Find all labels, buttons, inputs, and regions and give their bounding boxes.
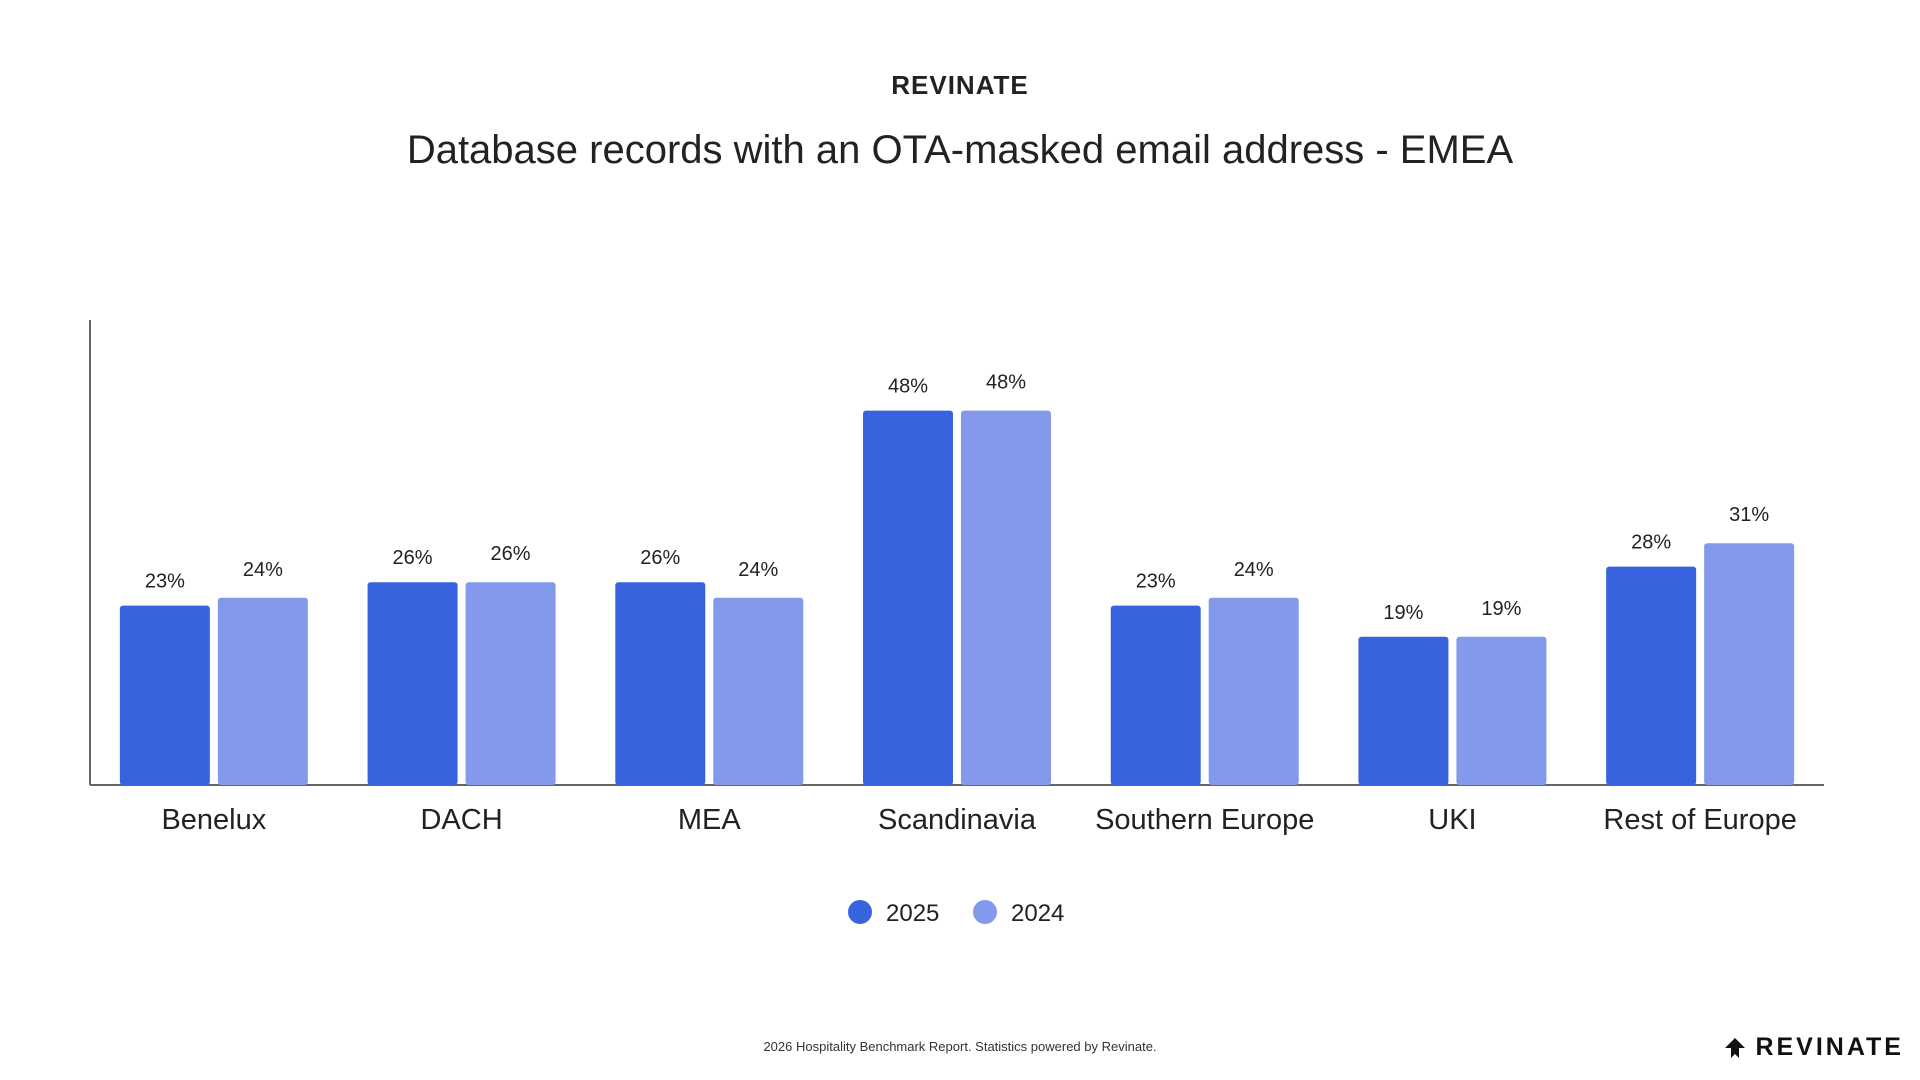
data-label: 48%: [986, 372, 1026, 394]
x-tick-label: UKI: [1428, 804, 1476, 836]
brand-header: REVINATE: [891, 70, 1029, 100]
bar-2024-southern-europe: [1208, 597, 1299, 785]
data-label: 28%: [1631, 532, 1671, 554]
x-tick-label: Scandinavia: [878, 804, 1037, 836]
x-tick-label: MEA: [678, 804, 742, 836]
legend-swatch-2024: [973, 900, 997, 924]
data-label: 23%: [145, 571, 185, 593]
data-label: 26%: [640, 547, 680, 569]
bar-2024-rest-of-europe: [1704, 543, 1795, 785]
bar-2024-mea: [713, 597, 804, 785]
data-label: 24%: [738, 559, 778, 581]
data-label: 23%: [1136, 571, 1176, 593]
bar-2024-benelux: [217, 597, 308, 785]
chart-title: Database records with an OTA-masked emai…: [406, 128, 1514, 172]
x-tick-label: DACH: [420, 804, 502, 836]
logo-text: REVINATE: [1755, 1033, 1904, 1061]
data-label: 48%: [888, 376, 928, 398]
bar-2025-rest-of-europe: [1606, 566, 1697, 785]
legend-label: 2024: [1011, 900, 1064, 927]
bar-2024-uki: [1456, 636, 1547, 785]
bar-2025-dach: [367, 582, 458, 785]
data-label: 26%: [491, 543, 531, 565]
bar-2025-southern-europe: [1110, 605, 1201, 785]
bar-chart: 23% 24% Benelux 26% 26% DACH 26% 24% MEA 48% 48% Sc…: [89, 320, 1824, 927]
footer-note: 2026 Hospitality Benchmark Report. Stati…: [763, 1039, 1157, 1054]
data-label: 24%: [1234, 559, 1274, 581]
data-label: 19%: [1383, 602, 1423, 624]
legend-swatch-2025: [848, 900, 872, 924]
data-label: 26%: [393, 547, 433, 569]
bar-2025-mea: [615, 582, 706, 785]
data-label: 24%: [243, 559, 283, 581]
bar-2024-dach: [465, 582, 556, 785]
x-tick-label: Benelux: [161, 804, 266, 836]
bar-2025-scandinavia: [863, 410, 953, 785]
bar-2025-benelux: [119, 605, 210, 785]
data-label: 31%: [1729, 504, 1769, 526]
revinate-logo: REVINATE: [1723, 1033, 1904, 1062]
bar-2025-uki: [1358, 636, 1449, 785]
x-tick-label: Rest of Europe: [1603, 804, 1796, 836]
legend-label: 2025: [886, 900, 939, 927]
bar-2024-scandinavia: [961, 410, 1051, 785]
x-tick-label: Southern Europe: [1095, 804, 1314, 836]
revinate-logo-icon: [1725, 1037, 1746, 1058]
data-label: 19%: [1481, 598, 1521, 620]
